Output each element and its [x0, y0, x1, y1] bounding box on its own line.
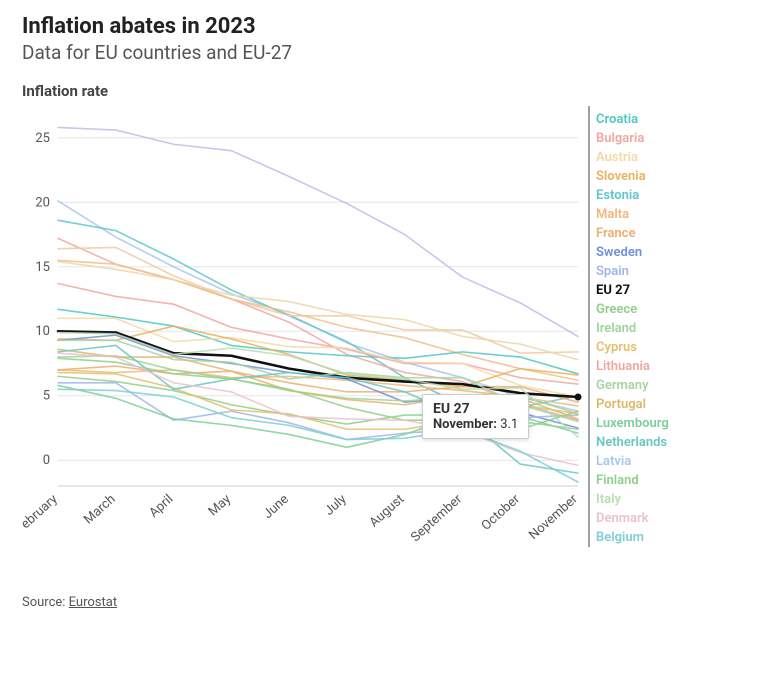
svg-text:25: 25	[35, 131, 50, 146]
legend-item[interactable]: Denmark	[596, 509, 669, 528]
tooltip-month: November:	[433, 417, 500, 432]
svg-text:June: June	[261, 492, 292, 522]
svg-text:April: April	[146, 492, 176, 521]
chart-tooltip: EU 27 November: 3.1	[422, 394, 529, 439]
tooltip-series: EU 27	[433, 401, 518, 417]
chart-svg: 0 5 10 15 20 25 February March April May June July A…	[22, 106, 582, 546]
y-axis-label: Inflation rate	[22, 82, 758, 100]
legend-item[interactable]: Estonia	[596, 186, 669, 205]
legend-item[interactable]: Finland	[596, 471, 669, 490]
chart-subtitle: Data for EU countries and EU-27	[22, 41, 758, 64]
legend-item[interactable]: Portugal	[596, 395, 669, 414]
chart-plot[interactable]: 0 5 10 15 20 25 February March April May June July A…	[22, 106, 582, 546]
legend-item[interactable]: Netherlands	[596, 433, 669, 452]
legend-item[interactable]: Italy	[596, 490, 669, 509]
chart-legend: CroatiaBulgariaAustriaSloveniaEstoniaMal…	[588, 106, 669, 547]
tooltip-value: 3.1	[500, 417, 518, 432]
legend-item[interactable]: EU 27	[596, 281, 669, 300]
chart-title: Inflation abates in 2023	[22, 14, 758, 39]
legend-item[interactable]: Ireland	[596, 319, 669, 338]
legend-item[interactable]: Sweden	[596, 243, 669, 262]
svg-text:July: July	[322, 492, 350, 519]
svg-text:May: May	[206, 492, 234, 520]
svg-text:March: March	[81, 492, 118, 528]
chart-source: Source: Eurostat	[22, 595, 758, 610]
legend-item[interactable]: France	[596, 224, 669, 243]
legend-item[interactable]: Malta	[596, 205, 669, 224]
svg-text:August: August	[367, 492, 408, 531]
legend-item[interactable]: Germany	[596, 376, 669, 395]
svg-text:September: September	[408, 491, 465, 545]
legend-item[interactable]: Greece	[596, 300, 669, 319]
legend-item[interactable]: Belgium	[596, 528, 669, 547]
svg-text:15: 15	[35, 260, 50, 275]
legend-item[interactable]: Bulgaria	[596, 129, 669, 148]
svg-text:October: October	[479, 491, 524, 533]
svg-text:November: November	[526, 491, 581, 542]
legend-item[interactable]: Austria	[596, 148, 669, 167]
legend-item[interactable]: Lithuania	[596, 357, 669, 376]
svg-text:20: 20	[35, 195, 50, 210]
svg-text:0: 0	[43, 453, 50, 468]
svg-text:February: February	[22, 492, 61, 537]
legend-item[interactable]: Cyprus	[596, 338, 669, 357]
svg-text:5: 5	[43, 389, 50, 404]
legend-item[interactable]: Slovenia	[596, 167, 669, 186]
svg-text:10: 10	[35, 324, 50, 339]
legend-item[interactable]: Spain	[596, 262, 669, 281]
legend-item[interactable]: Latvia	[596, 452, 669, 471]
source-link[interactable]: Eurostat	[69, 595, 117, 610]
legend-item[interactable]: Croatia	[596, 110, 669, 129]
legend-item[interactable]: Luxembourg	[596, 414, 669, 433]
